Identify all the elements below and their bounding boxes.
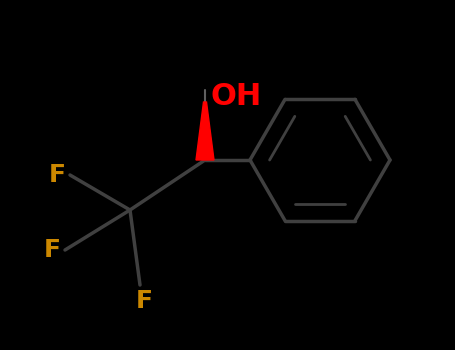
Polygon shape [196,102,214,160]
Text: F: F [49,163,66,187]
Text: OH: OH [210,82,261,111]
Text: F: F [44,238,61,262]
Text: F: F [136,289,152,313]
